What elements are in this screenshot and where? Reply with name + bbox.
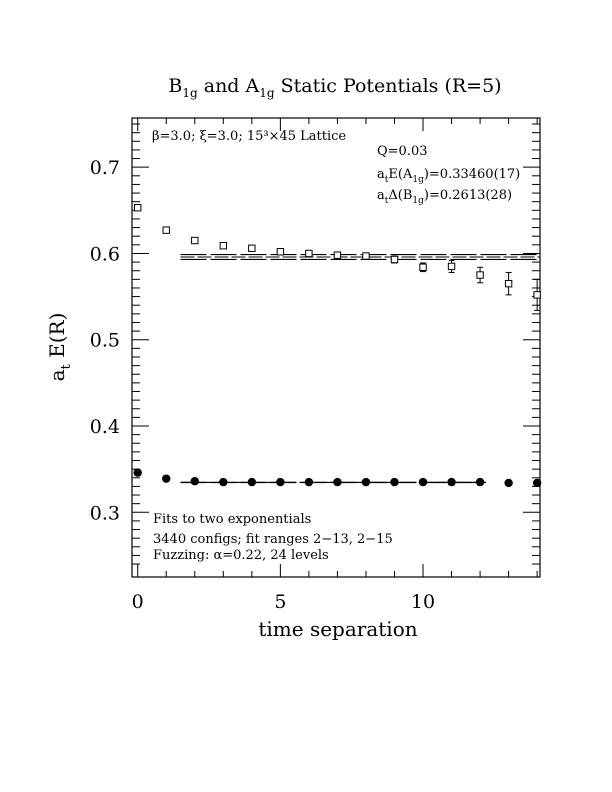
data-point-b1g <box>504 279 513 288</box>
data-point-a1g <box>504 478 513 488</box>
data-point-b1g <box>419 263 427 271</box>
data-point-b1g <box>162 226 170 234</box>
data-point-b1g <box>191 236 199 245</box>
y-label-text: at E(R) <box>45 313 74 382</box>
y-tick-label: 0.6 <box>90 243 120 265</box>
y-tick-label: 0.7 <box>90 157 120 179</box>
data-point-b1g <box>134 204 142 212</box>
y-axis-label: at E(R) <box>45 313 74 382</box>
axis-ticks <box>132 118 540 577</box>
data-point-b1g <box>333 251 342 259</box>
x-tick-label: 5 <box>274 591 286 613</box>
a1g-energy-note: atE(A1g)=0.33460(17) <box>377 167 520 185</box>
data-point-a1g <box>447 477 456 487</box>
data-point-a1g <box>133 468 142 477</box>
data-points <box>133 204 542 488</box>
data-point-a1g <box>390 477 399 487</box>
chart-title: B1g​ and A1g​ Static Potentials (R=5) <box>168 75 501 100</box>
title-text: B1g​ and A1g​ Static Potentials (R=5) <box>168 75 501 100</box>
data-point-b1g <box>476 271 484 279</box>
data-point-b1g <box>248 244 256 252</box>
data-point-b1g <box>447 262 456 271</box>
y-tick-label: 0.5 <box>90 330 120 352</box>
data-point-a1g <box>304 477 314 487</box>
plot-frame <box>131 117 541 578</box>
data-point-b1g <box>390 255 399 264</box>
data-point-b1g <box>276 248 285 256</box>
fuzzing-note: Fuzzing: α=0.22, 24 levels <box>153 548 329 563</box>
data-point-a1g <box>333 477 342 487</box>
fit-bands <box>180 254 540 484</box>
data-point-b1g <box>362 252 370 260</box>
data-point-a1g <box>247 477 257 487</box>
data-point-b1g <box>533 291 541 299</box>
y-tick-label: 0.4 <box>90 416 120 438</box>
data-point-a1g <box>276 477 285 487</box>
x-tick-label: 0 <box>132 591 144 613</box>
data-point-a1g <box>190 477 199 486</box>
data-point-a1g <box>475 477 485 487</box>
x-tick-label: 10 <box>411 591 435 613</box>
data-point-a1g <box>219 477 228 487</box>
tick-labels: 0 5 10 0.3 0.4 0.5 0.6 0.7 <box>90 157 435 613</box>
data-point-b1g <box>219 241 228 250</box>
configs-note: 3440 configs; fit ranges 2−13, 2−15 <box>153 532 393 547</box>
q-value: Q=0.03 <box>377 144 428 159</box>
fits-note: Fits to two exponentials <box>153 512 311 527</box>
data-point-a1g <box>361 477 371 487</box>
data-point-a1g <box>162 474 171 483</box>
x-axis-label: time separation <box>258 617 417 641</box>
lattice-note: β=3.0; ξ=3.0; 15³×45 Lattice <box>152 129 346 144</box>
annotations: β=3.0; ξ=3.0; 15³×45 Lattice Q=0.03 atE(A1… <box>152 129 520 563</box>
data-point-a1g <box>532 478 542 488</box>
data-point-b1g <box>305 249 313 258</box>
b1g-gap-note: atΔ(B1g)=0.2613(28) <box>377 188 512 206</box>
data-point-a1g <box>418 477 428 487</box>
y-tick-label: 0.3 <box>90 502 120 524</box>
